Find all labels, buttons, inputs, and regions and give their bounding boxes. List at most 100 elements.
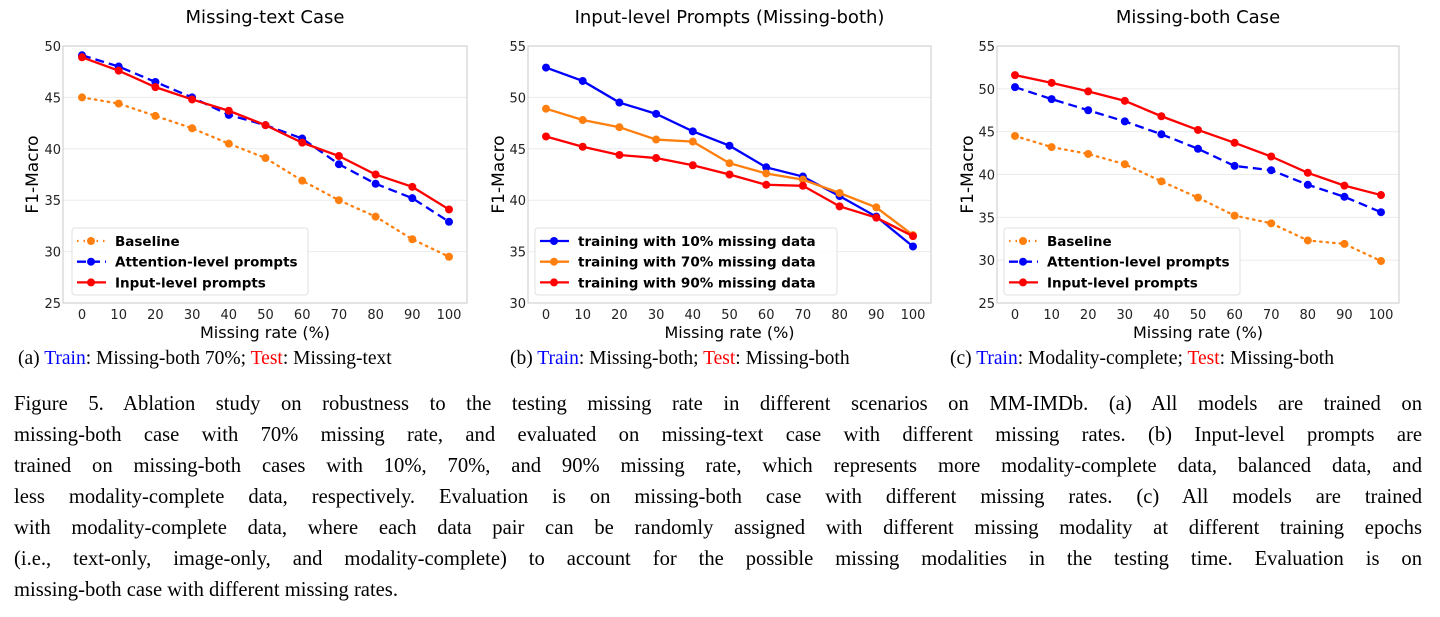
data-point	[542, 132, 550, 141]
x-axis-label: Missing rate (%)	[1133, 323, 1263, 342]
data-point	[909, 242, 917, 251]
data-point	[408, 182, 417, 191]
legend-box	[71, 227, 309, 296]
data-point	[872, 213, 881, 222]
data-point	[1011, 71, 1019, 80]
figure-caption: Figure 5. Ablation study on robustness t…	[14, 389, 1422, 606]
legend-label: training with 70% missing data	[578, 255, 816, 271]
x-tick-label: 50	[257, 308, 274, 323]
data-point	[78, 93, 86, 102]
x-tick-label: 80	[367, 308, 384, 323]
data-point	[371, 179, 380, 188]
x-tick-label: 0	[78, 308, 86, 323]
data-point	[188, 95, 197, 104]
x-tick-label: 100	[437, 308, 462, 323]
test-value: : Missing-both	[1219, 348, 1334, 369]
train-label: Train	[976, 348, 1018, 369]
data-point	[1047, 95, 1056, 104]
y-tick-label: 30	[44, 246, 61, 261]
x-tick-label: 60	[758, 308, 775, 323]
data-point	[334, 160, 343, 169]
caption-line: missing-both case with 70% missing rate,…	[14, 424, 1422, 446]
data-point	[615, 150, 624, 159]
subcaption-c: (c) Train: Modality-complete; Test: Miss…	[950, 348, 1334, 370]
x-tick-label: 40	[1153, 308, 1170, 323]
data-point	[1230, 138, 1239, 147]
legend-label: Baseline	[1047, 234, 1112, 250]
test-label: Test	[703, 348, 736, 369]
data-point	[1303, 236, 1312, 245]
data-point	[1084, 106, 1093, 115]
data-point	[1230, 211, 1239, 220]
data-point	[1340, 192, 1349, 201]
y-tick-label: 50	[978, 83, 995, 98]
test-label: Test	[1187, 348, 1220, 369]
chart-title: Missing-both Case	[1116, 7, 1280, 28]
y-axis-label: F1-Macro	[958, 135, 978, 213]
train-label: Train	[44, 348, 86, 369]
chart-title: Input-level Prompts (Missing-both)	[575, 7, 885, 28]
x-tick-label: 40	[685, 308, 702, 323]
y-tick-label: 40	[44, 143, 61, 158]
x-tick-label: 10	[574, 308, 591, 323]
x-axis-label: Missing rate (%)	[200, 323, 330, 342]
chart-a-svg: 25 30 35 40 45 50 0 10 20 30 40 50 60 70 80 90 100 Missin…	[23, 7, 468, 342]
data-point	[1267, 152, 1276, 161]
chart-c-svg: 25 30 35 40 45 50 55 0 10 20 30 40 50 60 70 80 90 100 Miss…	[958, 7, 1400, 342]
legend-label: Attention-level prompts	[115, 255, 298, 271]
data-point	[762, 169, 771, 178]
data-point	[334, 151, 343, 160]
legend-marker	[550, 257, 558, 266]
caption-line: Figure 5. Ablation study on robustness t…	[14, 393, 1422, 415]
x-tick-label: 80	[1300, 308, 1317, 323]
chart-title: Missing-text Case	[186, 7, 345, 28]
legend-label: Baseline	[115, 234, 180, 250]
plot-frame	[527, 45, 932, 304]
x-tick-label: 80	[831, 308, 848, 323]
x-tick-label: 30	[648, 308, 665, 323]
data-point	[371, 170, 380, 179]
data-point	[371, 212, 380, 221]
data-point	[1120, 117, 1129, 126]
subcaption-b: (b) Train: Missing-both; Test: Missing-b…	[510, 348, 850, 370]
data-point	[688, 161, 697, 170]
y-tick-label: 35	[44, 194, 61, 209]
x-tick-label: 30	[184, 308, 201, 323]
data-point	[224, 106, 233, 115]
x-tick-label: 20	[1080, 308, 1097, 323]
data-point	[1011, 83, 1019, 92]
data-point	[1377, 191, 1385, 200]
y-tick-label: 40	[509, 194, 526, 209]
data-point	[725, 159, 734, 168]
x-tick-label: 70	[331, 308, 348, 323]
data-point	[872, 203, 881, 212]
x-tick-label: 70	[795, 308, 812, 323]
data-point	[1157, 130, 1166, 139]
chart-b-svg: 30 35 40 45 50 55 0 10 20 30 40 50 60 70 80 90 100 Input-…	[489, 7, 932, 342]
train-value: : Missing-both 70%;	[85, 348, 251, 369]
data-point	[298, 138, 307, 147]
x-tick-label: 90	[1336, 308, 1353, 323]
plot-frame	[62, 45, 468, 304]
data-point	[261, 121, 270, 130]
caption-line: missing-both case with different missing…	[14, 579, 398, 601]
data-point	[762, 180, 771, 189]
data-point	[1303, 180, 1312, 189]
data-point	[1011, 131, 1019, 140]
legend-marker	[87, 237, 95, 245]
data-point	[1120, 160, 1129, 169]
legend-box	[534, 227, 838, 296]
data-point	[688, 137, 697, 146]
y-tick-label: 25	[44, 297, 61, 312]
y-tick-label: 50	[44, 40, 61, 55]
data-point	[1340, 239, 1349, 248]
data-point	[1047, 78, 1056, 87]
legend-label: training with 10% missing data	[578, 234, 816, 250]
y-tick-label: 45	[44, 91, 61, 106]
y-tick-label: 45	[978, 126, 995, 141]
data-point	[835, 189, 844, 198]
data-point	[1084, 87, 1093, 96]
data-point	[1230, 161, 1239, 170]
data-point	[542, 104, 550, 113]
x-tick-label: 50	[721, 308, 738, 323]
